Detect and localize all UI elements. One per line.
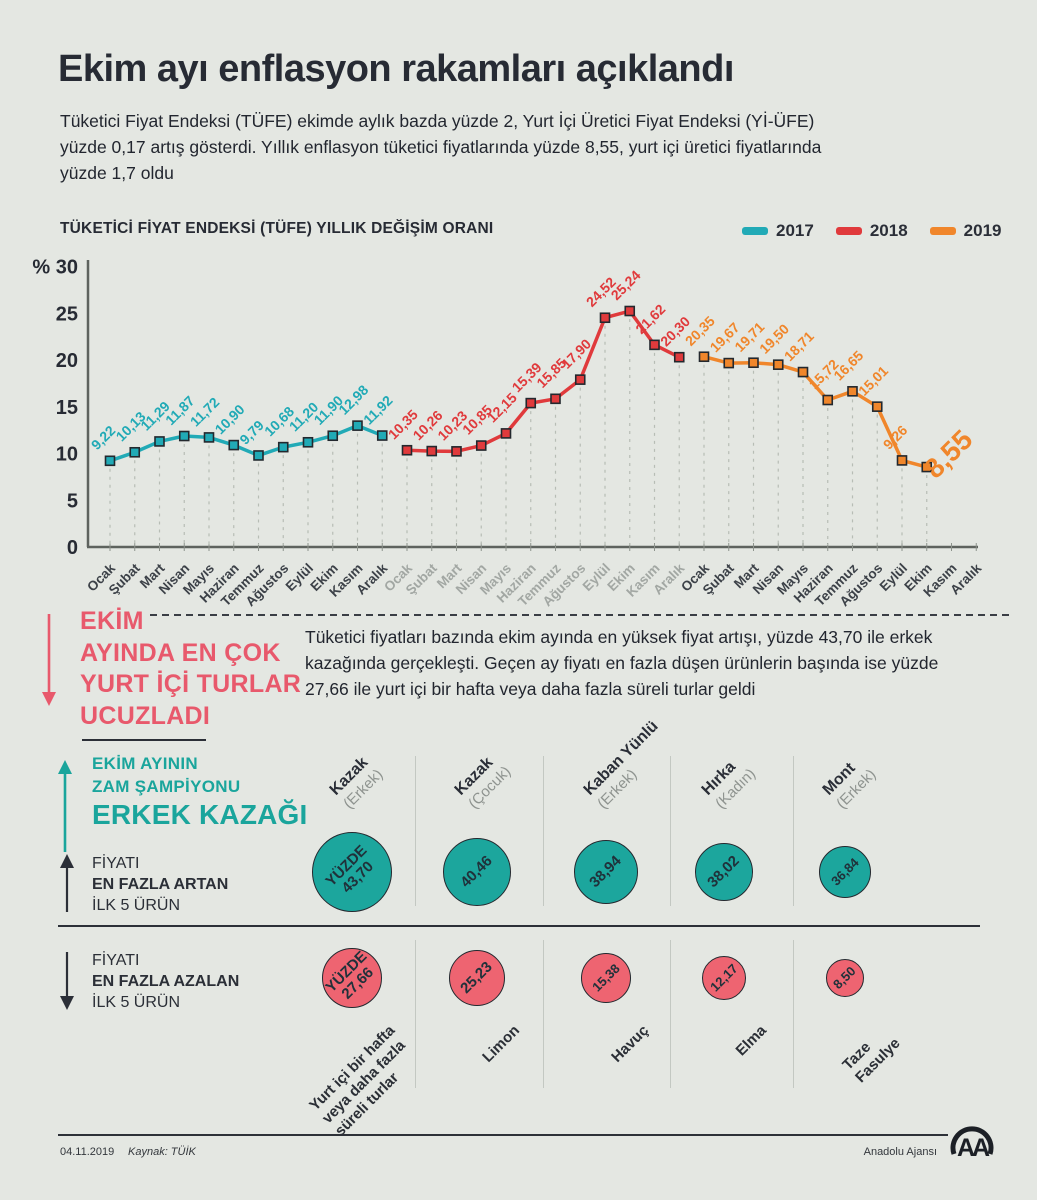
intro-text: Tüketici Fiyat Endeksi (TÜFE) ekimde ayl… <box>60 111 822 183</box>
decrease-bubble: 15,38 <box>581 953 631 1003</box>
svg-text:% 30: % 30 <box>32 257 78 279</box>
footer-agency: Anadolu Ajansı <box>863 1146 937 1158</box>
heading-underline <box>82 739 206 741</box>
row-divider-line <box>58 925 980 927</box>
decrease-row-title: FİYATI EN FAZLA AZALAN İLK 5 ÜRÜN <box>92 952 240 1011</box>
decrease-bubble: YÜZDE 27,66 <box>322 948 382 1008</box>
highlight-body: Tüketici fiyatları bazında ekim ayında e… <box>305 627 939 699</box>
bubble-value: YÜZDE 27,66 <box>322 948 377 1003</box>
champion-heading-small: ZAM ŞAMPİYONU <box>92 777 241 796</box>
legend-swatch-2017 <box>742 227 768 235</box>
legend-label: 2017 <box>776 221 814 240</box>
bubble-value: 12,17 <box>706 960 741 995</box>
value-label-2018: 25,24 <box>608 267 644 303</box>
dashed-divider-line <box>150 614 1012 616</box>
svg-text:15: 15 <box>56 397 78 419</box>
legend-item-2017: 2017 <box>742 221 814 241</box>
decrease-bubble: 25,23 <box>449 950 505 1006</box>
value-label-2019: 9,26 <box>880 422 911 453</box>
up-arrow-icon <box>58 760 72 852</box>
value-label-2018: 12,15 <box>484 389 520 425</box>
footer-rule <box>58 1134 948 1136</box>
increase-bubble-label: Kazak (Çocuk) <box>451 754 515 813</box>
column-separator <box>670 940 671 1088</box>
svg-text:10: 10 <box>56 444 78 466</box>
column-separator <box>793 940 794 1088</box>
x-axis-label: Eylül <box>877 561 910 594</box>
column-separator <box>543 940 544 1088</box>
svg-text:0: 0 <box>67 537 78 559</box>
column-separator <box>793 756 794 906</box>
bubble-value: 36,84 <box>827 854 862 889</box>
decrease-bubble-label: Taze Fasulye <box>839 1034 904 1087</box>
bubble-value: YÜZDE 43,70 <box>322 842 377 897</box>
increase-bubble-label: Kaban Yünlü (Erkek) <box>580 717 662 813</box>
increase-bubble-label: Hırka (Kadın) <box>698 758 759 813</box>
decrease-bubble-label: Yurt içi bir hafta veya daha fazla süreli … <box>305 1022 409 1140</box>
increase-bubble-label: Kazak (Erkek) <box>326 754 387 813</box>
bubble-value: 15,38 <box>588 960 623 995</box>
chart-title: TÜKETİCİ FİYAT ENDEKSİ (TÜFE) YILLIK DEĞ… <box>60 220 494 237</box>
increase-bubble: 40,46 <box>443 838 511 906</box>
value-label-2019: 16,65 <box>830 347 866 383</box>
tufe-line-chart: % 302520151050OcakŞubatMartNisanMayısHaz… <box>32 257 984 610</box>
highlight-heading-line: YURT İÇİ TURLAR <box>80 670 302 698</box>
up-arrow-icon <box>60 854 74 912</box>
svg-text:25: 25 <box>56 303 78 325</box>
decrease-bubble-label: Elma <box>732 1022 771 1060</box>
chart-legend: 2017 2018 2019 <box>742 221 1001 241</box>
increase-bubble: 36,84 <box>819 846 871 898</box>
x-axis-label: Eylül <box>580 561 613 594</box>
bubble-value: 8,50 <box>830 963 859 992</box>
highlight-heading: EKİM AYINDA EN ÇOK YURT İÇİ TURLAR UCUZLADI <box>80 606 301 732</box>
column-separator <box>543 756 544 906</box>
line-series-2019 <box>703 355 928 469</box>
decrease-bubble-label: Limon <box>479 1022 524 1066</box>
aa-logo-text: AA <box>957 1134 990 1162</box>
bubble-value: 40,46 <box>457 852 496 891</box>
svg-text:5: 5 <box>67 490 78 512</box>
value-label-2017: 9,22 <box>88 422 119 453</box>
champion-heading: EKİM AYININ ZAM ŞAMPİYONU ERKEK KAZAĞI <box>92 752 308 832</box>
down-arrow-icon <box>60 952 74 1010</box>
x-axis-label: Eylül <box>283 561 316 594</box>
legend-item-2019: 2019 <box>929 221 1002 241</box>
increase-bubble-label: Mont (Erkek) <box>819 759 880 813</box>
value-label-2019: 15,01 <box>855 363 891 399</box>
footer-date: 04.11.2019 <box>60 1146 115 1158</box>
column-separator <box>415 940 416 1088</box>
decrease-bubble-label: Havuç <box>608 1022 653 1066</box>
legend-label: 2019 <box>963 221 1002 240</box>
svg-text:20: 20 <box>56 350 78 372</box>
champion-heading-big: ERKEK KAZAĞI <box>92 799 308 830</box>
increase-row-title: FİYATI EN FAZLA ARTAN İLK 5 ÜRÜN <box>92 855 229 914</box>
legend-label: 2018 <box>869 221 908 240</box>
bubble-value: 25,23 <box>457 958 496 997</box>
increase-bubble: YÜZDE 43,70 <box>312 832 392 912</box>
bubble-value: 38,02 <box>704 852 743 891</box>
decrease-bubble: 12,17 <box>702 956 746 1000</box>
highlight-heading-line: UCUZLADI <box>80 701 211 730</box>
footer-source: Kaynak: TÜİK <box>128 1146 196 1158</box>
down-arrow-icon <box>42 614 56 706</box>
value-label-2017: 9,79 <box>236 417 267 448</box>
legend-item-2018: 2018 <box>835 221 908 241</box>
highlight-heading-line: AYINDA EN ÇOK <box>80 638 281 667</box>
page-title: Ekim ayı enflasyon rakamları açıklandı <box>58 48 734 90</box>
column-separator <box>670 756 671 906</box>
champion-heading-small: EKİM AYININ <box>92 754 198 773</box>
highlight-heading-line: EKİM <box>80 607 144 635</box>
legend-swatch-2018 <box>835 227 862 235</box>
column-separator <box>415 756 416 906</box>
increase-bubble: 38,02 <box>695 843 753 901</box>
aa-logo-icon: AA <box>947 1118 997 1168</box>
bubble-value: 38,94 <box>586 852 625 891</box>
legend-swatch-2019 <box>929 227 956 235</box>
decrease-bubble: 8,50 <box>826 959 864 997</box>
increase-bubble: 38,94 <box>574 840 638 904</box>
